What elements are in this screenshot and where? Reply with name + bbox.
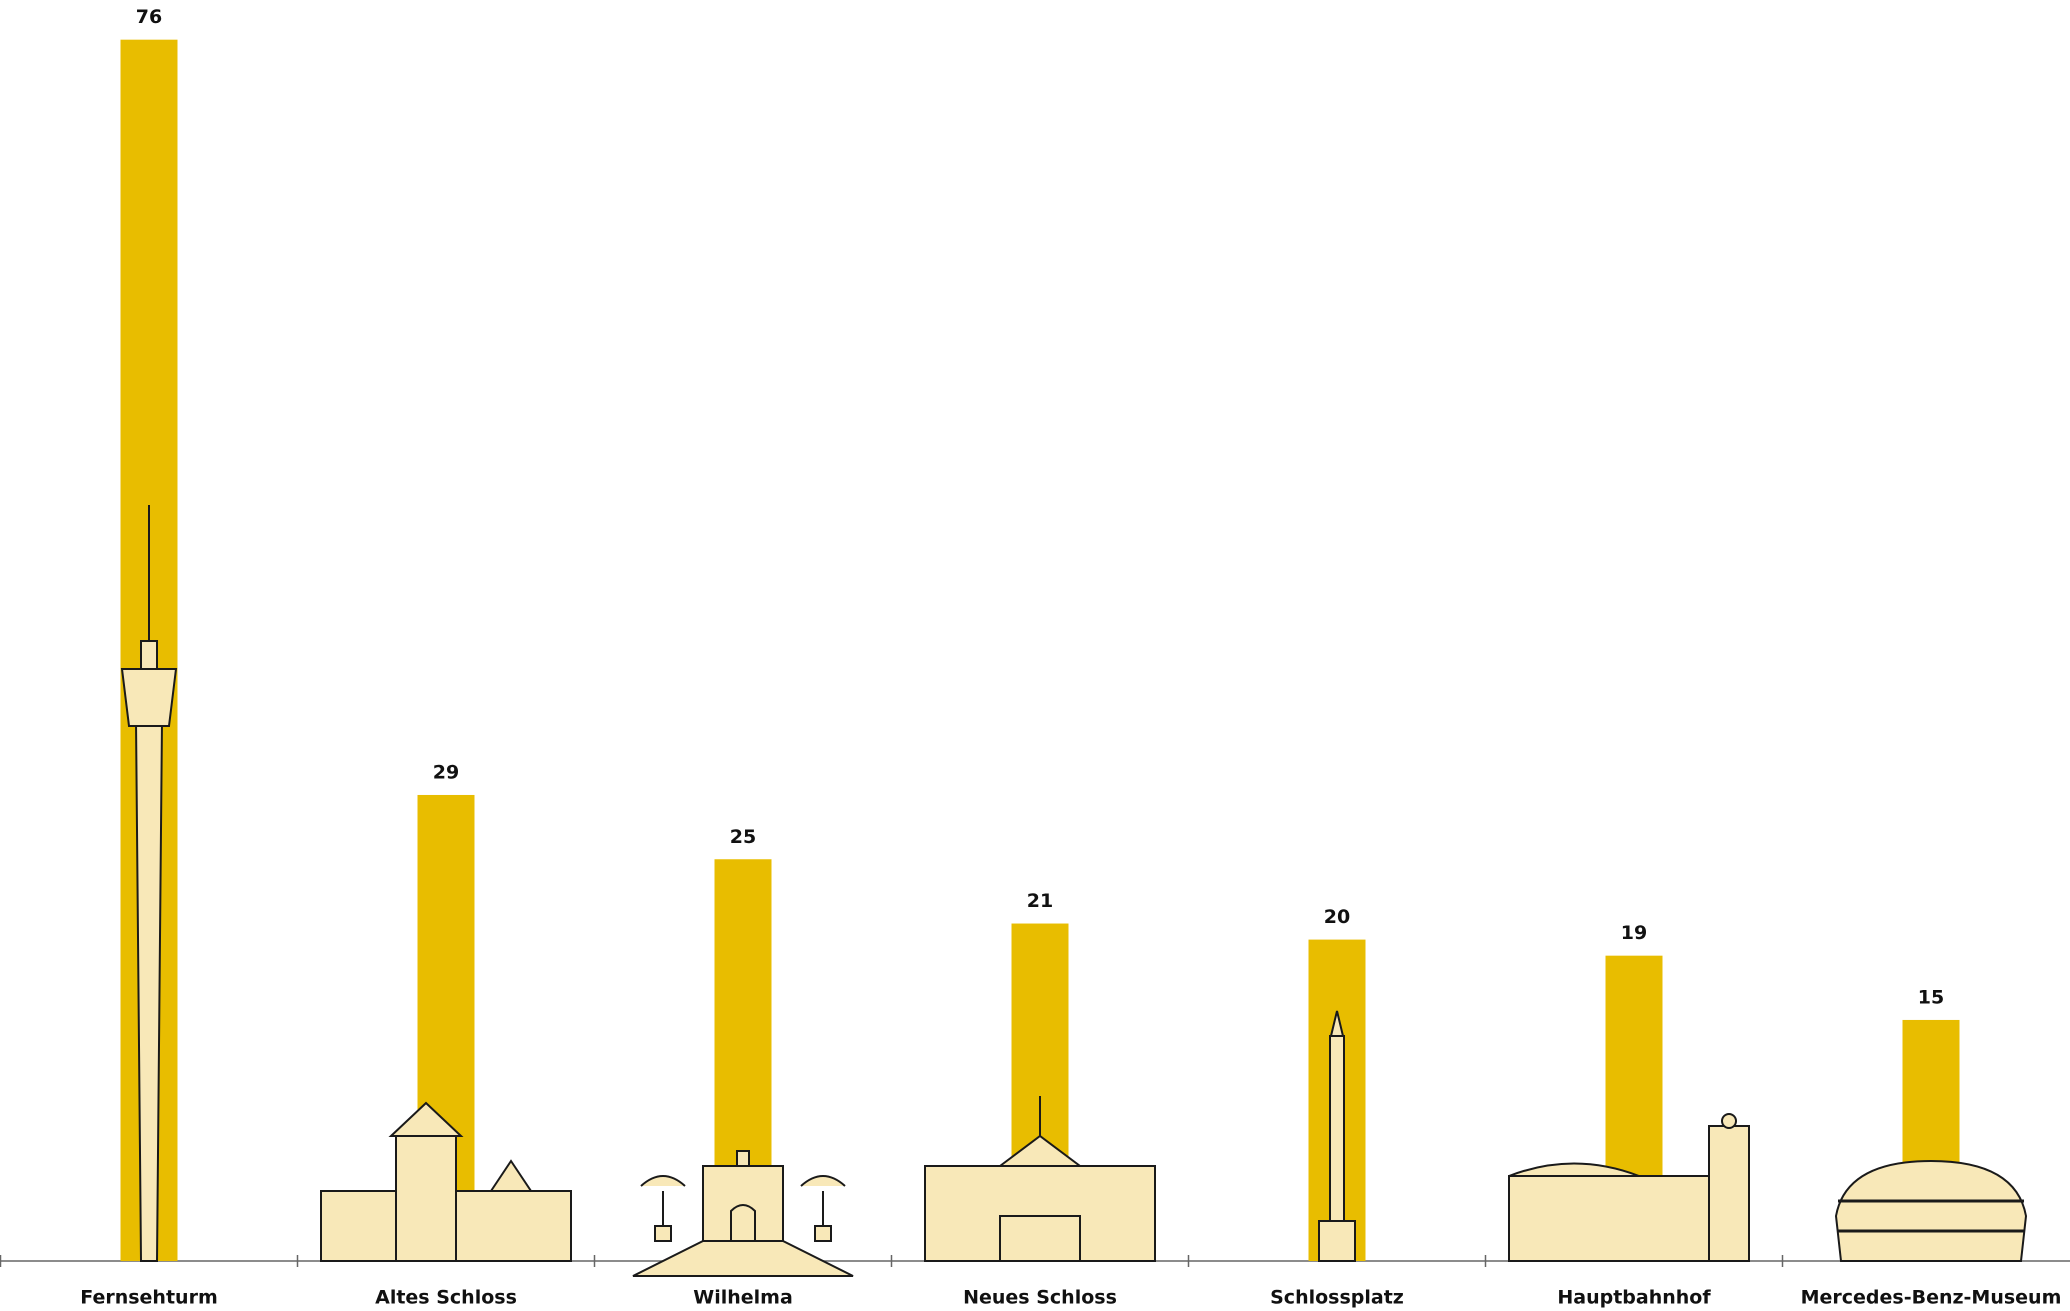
palm xyxy=(800,1175,846,1226)
illustrations xyxy=(120,505,2028,1277)
palace-pediment xyxy=(997,1134,1083,1167)
palm-pot xyxy=(814,1225,832,1242)
category-label: Neues Schloss xyxy=(963,1287,1117,1309)
tower-shaft xyxy=(134,720,164,1262)
column-base xyxy=(1318,1220,1356,1262)
column xyxy=(1329,1035,1345,1222)
palace-portico xyxy=(999,1215,1081,1262)
value-label: 29 xyxy=(433,761,459,783)
category-label: Fernsehturm xyxy=(80,1287,218,1309)
value-label: 15 xyxy=(1918,986,1944,1008)
category-label: Mercedes-Benz-Museum xyxy=(1801,1287,2062,1309)
clock xyxy=(1721,1113,1737,1129)
palm-pot xyxy=(654,1225,672,1242)
castle-gable xyxy=(489,1159,533,1192)
tower-top xyxy=(140,640,158,670)
pavilion-top xyxy=(736,1150,750,1167)
ground xyxy=(632,1240,854,1277)
category-label: Altes Schloss xyxy=(375,1287,517,1309)
station-roof xyxy=(1508,1162,1640,1177)
station-hall xyxy=(1508,1175,1710,1262)
castle-roof xyxy=(388,1101,464,1137)
palm xyxy=(640,1175,686,1226)
value-label: 20 xyxy=(1324,906,1350,928)
value-label: 21 xyxy=(1027,890,1053,912)
category-label: Hauptbahnhof xyxy=(1557,1287,1711,1309)
station-tower xyxy=(1708,1125,1750,1262)
category-label: Wilhelma xyxy=(693,1287,793,1309)
castle-tower xyxy=(395,1135,457,1262)
value-label: 25 xyxy=(730,826,756,848)
value-label: 19 xyxy=(1621,922,1647,944)
value-label: 76 xyxy=(136,6,162,28)
tower-head xyxy=(120,668,178,727)
category-label: Schlossplatz xyxy=(1270,1287,1404,1309)
statue xyxy=(1329,1010,1345,1037)
pavilion-door xyxy=(730,1204,756,1242)
museum-body xyxy=(1834,1159,2028,1262)
